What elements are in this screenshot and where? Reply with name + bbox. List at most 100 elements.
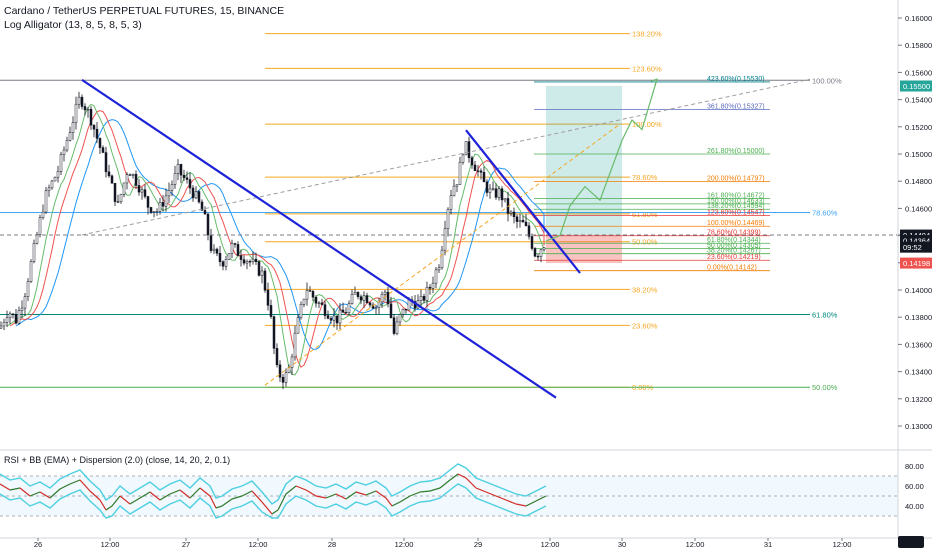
trendline[interactable] [81, 78, 557, 399]
candle-body [74, 103, 78, 123]
candle-body [452, 185, 456, 196]
rsi-segment [325, 493, 337, 499]
time-tick-label: 12:00 [101, 540, 120, 549]
candle-body [353, 292, 357, 295]
candle-body [41, 211, 45, 218]
rsi-segment [515, 503, 527, 507]
rsi-segment [295, 485, 307, 491]
rsi-segment [419, 490, 431, 493]
candle-body [359, 296, 363, 301]
candle-body [383, 291, 387, 295]
candle-body [197, 191, 201, 203]
candle-body [170, 184, 174, 191]
fib-level-label: 38.20% [632, 285, 658, 294]
rsi-segment [199, 487, 211, 497]
candle-body [227, 253, 231, 260]
candle-body [422, 296, 426, 301]
candle-body [503, 198, 507, 201]
price-tag-box [900, 234, 932, 246]
candle-body [152, 211, 156, 213]
candle-body [20, 307, 24, 311]
time-tick-label: 31 [764, 540, 772, 549]
price-tick-label: 0.13000 [905, 422, 932, 431]
dashed-lines-layer [0, 78, 900, 386]
candle-body [341, 309, 345, 313]
candle-body [404, 308, 408, 311]
fib-extension-label: 423.60%(0.15530) [707, 76, 765, 83]
candle-body [467, 141, 471, 159]
dashed-guide-line [81, 78, 811, 236]
rsi-segment [215, 505, 223, 509]
symbol-title[interactable]: Cardano / TetherUS PERPETUAL FUTURES, 15… [4, 5, 285, 17]
candle-body [326, 315, 330, 319]
trendline[interactable] [465, 129, 581, 274]
candle-body [59, 154, 63, 172]
rsi-segment [49, 488, 61, 499]
candle-body [113, 183, 117, 202]
candle-body [389, 303, 393, 318]
rsi-segment [261, 501, 273, 515]
candle-body [377, 301, 381, 308]
candle-body [167, 190, 171, 197]
rsi-segment [119, 495, 131, 505]
candle-body [221, 261, 225, 267]
candle-body [245, 261, 249, 264]
rsi-segment [89, 490, 101, 501]
candle-body [14, 314, 18, 324]
tradingview-logo[interactable] [898, 536, 924, 548]
candle-body [290, 356, 294, 368]
candle-body [29, 261, 33, 282]
candle-body [482, 172, 486, 183]
candles-layer [0, 91, 546, 390]
fib-level-label: 138.20% [632, 30, 662, 39]
rsi-segment [449, 473, 459, 481]
fib-extension-label: 361.80%(0.15327) [707, 104, 765, 111]
candle-body [65, 140, 69, 151]
fib-levels-layer: 138.20% 123.60% 100.00% 78.60% 61.80% 50.00% 3… [0, 30, 842, 392]
fib-level-label: 61.80% [812, 310, 838, 319]
rsi-segment [399, 495, 411, 503]
candle-body [407, 299, 411, 311]
rsi-segment [439, 479, 451, 489]
rsi-segment [535, 495, 547, 502]
candle-body [2, 322, 6, 327]
rsi-tick-label: 60.00 [905, 482, 924, 491]
rsi-legend[interactable]: RSI + BB (EMA) + Dispersion (2.0) (close… [4, 455, 231, 465]
candle-body [110, 175, 114, 184]
candle-body [230, 243, 234, 254]
candle-body [17, 310, 21, 324]
candle-body [419, 296, 423, 301]
candle-body [116, 201, 120, 203]
alligator-legend[interactable]: Log Alligator (13, 8, 5, 8, 5, 3) [4, 19, 142, 31]
time-tick-label: 12:00 [541, 540, 560, 549]
rsi-segment [409, 491, 421, 497]
candle-body [158, 202, 162, 212]
candle-body [293, 332, 297, 358]
candle-body [347, 303, 351, 313]
candle-body [374, 307, 378, 309]
candle-body [35, 234, 39, 244]
candle-body [518, 220, 522, 222]
candle-body [236, 244, 240, 256]
rsi-segment [375, 490, 387, 499]
fib-level-label: 50.00% [812, 383, 838, 392]
rsi-segment [79, 479, 91, 492]
candle-body [380, 294, 384, 303]
candle-body [98, 138, 102, 148]
trendline-layer[interactable] [81, 78, 581, 399]
time-tick-label: 12:00 [249, 540, 268, 549]
candle-body [329, 318, 333, 321]
candle-body [155, 211, 159, 213]
price-tag-box [900, 80, 932, 92]
rsi-segment [485, 491, 497, 497]
fib-extension-label: 123.60%(0.14547) [707, 210, 765, 217]
candle-body [344, 312, 348, 314]
price-tick-label: 0.13600 [905, 340, 932, 349]
rsi-segment [305, 489, 317, 497]
candle-body [86, 108, 90, 111]
candle-body [191, 187, 195, 199]
rsi-upper-band [0, 463, 547, 505]
stop-zone [546, 235, 622, 264]
candle-body [479, 170, 483, 173]
